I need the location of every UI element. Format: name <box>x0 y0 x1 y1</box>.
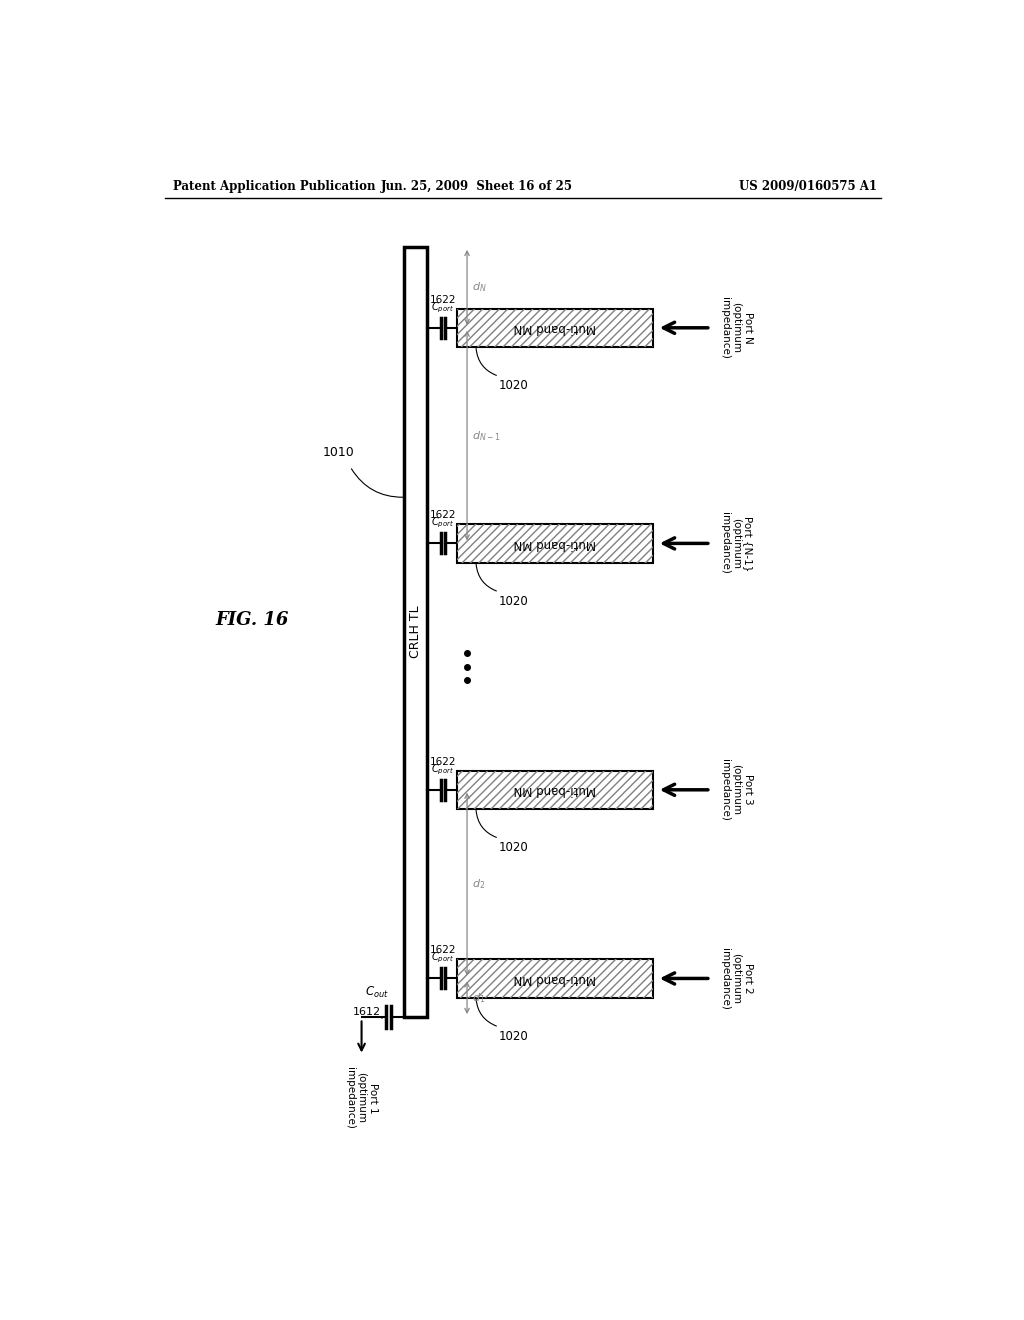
Text: 1622: 1622 <box>430 294 457 305</box>
Bar <box>457 524 653 562</box>
Text: CRLH TL: CRLH TL <box>409 606 422 659</box>
Text: 1622: 1622 <box>430 756 457 767</box>
Text: Muti-band MN: Muti-band MN <box>514 537 596 550</box>
Text: $C_{port}$: $C_{port}$ <box>431 950 455 965</box>
Text: 1622: 1622 <box>430 511 457 520</box>
Text: Port 3
(optimum
impedance): Port 3 (optimum impedance) <box>720 759 754 821</box>
Bar <box>457 309 653 347</box>
Text: Muti-band MN: Muti-band MN <box>514 321 596 334</box>
Text: 1020: 1020 <box>499 379 528 392</box>
Bar <box>403 247 427 1016</box>
Text: Port N
(optimum
impedance): Port N (optimum impedance) <box>720 297 754 359</box>
Text: Port {N-1}
(optimum
impedance): Port {N-1} (optimum impedance) <box>720 512 754 574</box>
Bar <box>457 771 653 809</box>
Text: $C_{port}$: $C_{port}$ <box>431 301 455 314</box>
Text: 1622: 1622 <box>430 945 457 956</box>
Text: 1020: 1020 <box>499 841 528 854</box>
Text: 1010: 1010 <box>323 446 354 459</box>
Text: 1612: 1612 <box>352 1007 381 1016</box>
Text: Patent Application Publication: Patent Application Publication <box>173 180 376 193</box>
Text: $d_N$: $d_N$ <box>472 280 486 294</box>
Text: $C_{port}$: $C_{port}$ <box>431 516 455 531</box>
Text: $C_{out}$: $C_{out}$ <box>365 985 389 1001</box>
Text: FIG. 16: FIG. 16 <box>215 611 289 630</box>
Text: Port 1
(optimum
impedance): Port 1 (optimum impedance) <box>345 1067 378 1129</box>
Text: $C_{port}$: $C_{port}$ <box>431 763 455 776</box>
Text: $d_2$: $d_2$ <box>472 878 485 891</box>
Text: Port 2
(optimum
impedance): Port 2 (optimum impedance) <box>720 948 754 1010</box>
Bar <box>457 309 653 347</box>
Text: Muti-band MN: Muti-band MN <box>514 783 596 796</box>
Text: Jun. 25, 2009  Sheet 16 of 25: Jun. 25, 2009 Sheet 16 of 25 <box>381 180 573 193</box>
Text: Muti-band MN: Muti-band MN <box>514 972 596 985</box>
Text: 1020: 1020 <box>499 594 528 607</box>
Text: $d_{N-1}$: $d_{N-1}$ <box>472 429 501 442</box>
Bar <box>457 960 653 998</box>
Bar <box>457 771 653 809</box>
Text: US 2009/0160575 A1: US 2009/0160575 A1 <box>739 180 878 193</box>
Text: 1020: 1020 <box>499 1030 528 1043</box>
Bar <box>457 960 653 998</box>
Bar <box>457 524 653 562</box>
Text: $d_1$: $d_1$ <box>472 991 485 1005</box>
